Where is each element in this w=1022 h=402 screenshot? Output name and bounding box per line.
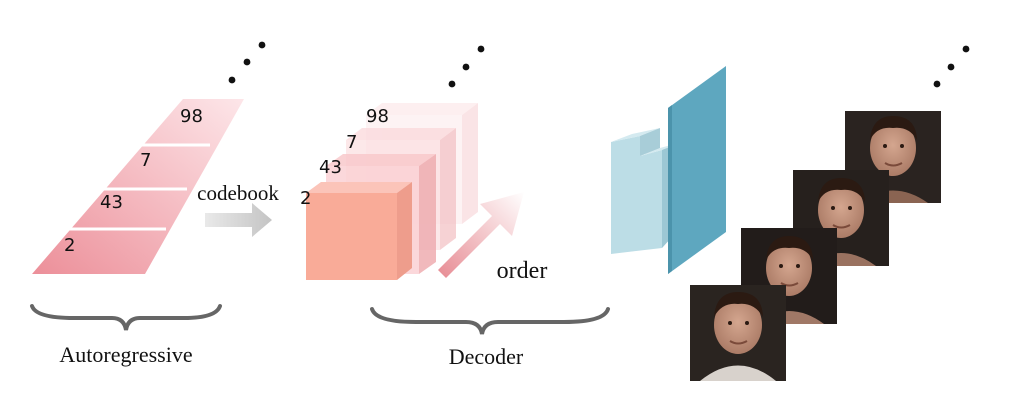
autoregressive-brace	[30, 304, 222, 331]
ar-token-2: 2	[64, 235, 75, 256]
autoregressive-token-strip: 98 7 43 2	[32, 99, 244, 274]
ar-token-98: 98	[180, 106, 203, 127]
dec-token-43: 43	[319, 157, 342, 178]
decoder-ellipsis-dots	[448, 45, 485, 88]
face-image-4	[845, 111, 941, 203]
decoder-brace	[370, 307, 610, 335]
dec-token-7: 7	[346, 132, 357, 153]
ar-token-43: 43	[100, 192, 123, 213]
face-image-1	[690, 285, 786, 381]
decoder-cube-stack: 98 7 43 2	[300, 103, 478, 280]
codebook-label: codebook	[197, 181, 279, 205]
ar-ellipsis-dots	[228, 41, 266, 84]
order-label: order	[497, 258, 548, 284]
order-arrow	[438, 192, 524, 278]
autoregressive-label: Autoregressive	[59, 342, 192, 367]
codebook-arrow	[205, 203, 272, 237]
ar-token-7: 7	[140, 150, 151, 171]
dec-token-98: 98	[366, 106, 389, 127]
decoder-label: Decoder	[449, 344, 524, 369]
generator-block	[611, 66, 726, 274]
output-ellipsis-dots	[933, 45, 970, 88]
decoder-cube-2	[306, 182, 412, 280]
dec-token-2: 2	[300, 188, 311, 209]
